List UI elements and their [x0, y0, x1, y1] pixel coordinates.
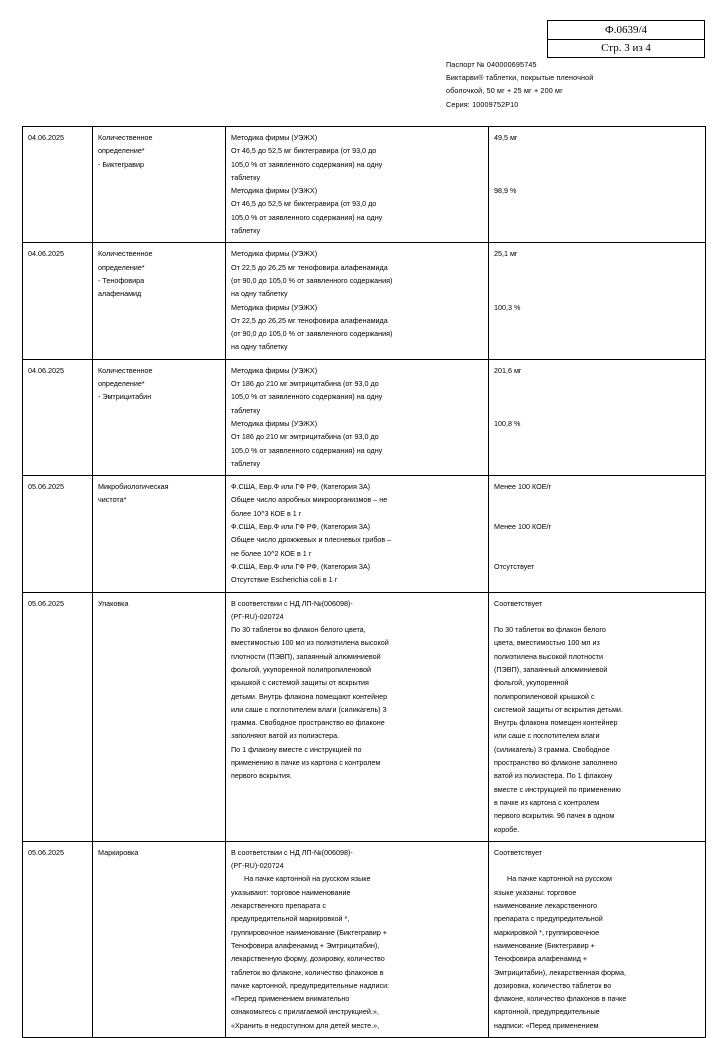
spacer: [494, 144, 700, 157]
cell-parameter: Упаковка: [92, 591, 226, 842]
table-row: 04.06.2025 Количественное определение* -…: [22, 125, 706, 244]
cell-date: 04.06.2025: [22, 242, 93, 360]
method-block-1: Методика фирмы (УЭЖХ) От 46,5 до 52,5 мг…: [231, 133, 383, 182]
spacer: [494, 390, 700, 403]
cell-result: 49,5 мг 98,9 %: [488, 125, 706, 244]
passport-header: Паспорт № 040000695745 Биктарви® таблетк…: [446, 58, 716, 111]
cell-method: Методика фирмы (УЭЖХ) От 22,5 до 26,25 м…: [225, 242, 489, 360]
cell-method: В соответствии с НД ЛП-№(006098)- (РГ-RU…: [225, 591, 489, 842]
cell-result: Соответствует На пачке картонной на русс…: [488, 840, 706, 1038]
spacer: [494, 533, 700, 546]
table-row: 04.06.2025 Количественное определение* -…: [22, 358, 706, 477]
date-value: 05.06.2025: [28, 598, 64, 608]
table-row-marking: 05.06.2025 Маркировка В соответствии с Н…: [22, 840, 706, 1038]
page-number: Стр. 3 из 4: [601, 42, 651, 55]
result-value-1: 201,6 мг: [494, 365, 522, 375]
spacer: [494, 493, 700, 506]
cell-date: 05.06.2025: [22, 591, 93, 842]
result-value-2: 100,8 %: [494, 418, 521, 428]
method-description: По 30 таблеток во флакон белого цвета, в…: [231, 625, 389, 781]
cell-date: 05.06.2025: [22, 475, 93, 593]
method-block-2: Ф.США, Евр.Ф или ГФ РФ, (Категория 3А) О…: [231, 522, 392, 558]
parameter-name: Количественное определение* - Тенофовира…: [98, 249, 153, 299]
result-value-1: 25,1 мг: [494, 249, 518, 259]
method-reference: В соответствии с НД ЛП-№(006098)- (РГ-RU…: [231, 598, 353, 621]
table-row-microbiological-purity: 05.06.2025 Микробиологическая чистота* Ф…: [22, 475, 706, 593]
result-heading: Соответствует: [494, 847, 543, 857]
spacer: [494, 287, 700, 300]
cell-method: Методика фирмы (УЭЖХ) От 186 до 210 мг э…: [225, 358, 489, 477]
result-value-2: 100,3 %: [494, 302, 521, 312]
method-block-1: Методика фирмы (УЭЖХ) От 22,5 до 26,25 м…: [231, 249, 393, 299]
spacer: [494, 547, 700, 560]
parameter-name: Микробиологическая чистота*: [98, 482, 169, 505]
result-value-1: Менее 100 КОЕ/г: [494, 482, 552, 492]
cell-parameter: Микробиологическая чистота*: [92, 475, 226, 593]
cell-method: Ф.США, Евр.Ф или ГФ РФ, (Категория 3А) О…: [225, 475, 489, 593]
cell-method: В соответствии с НД ЛП-№(006098)- (РГ-RU…: [225, 840, 489, 1038]
cell-date: 04.06.2025: [22, 125, 93, 244]
result-value-3: Отсутствует: [494, 561, 535, 571]
date-value: 05.06.2025: [28, 847, 64, 857]
table-row: 04.06.2025 Количественное определение* -…: [22, 242, 706, 360]
method-description: На пачке картонной на русском языке указ…: [231, 874, 390, 1030]
form-number: Ф.0639/4: [548, 21, 704, 40]
result-value-1: 49,5 мг: [494, 133, 518, 142]
date-value: 05.06.2025: [28, 482, 64, 492]
cell-result: Менее 100 КОЕ/г Менее 100 КОЕ/г Отсутств…: [488, 475, 706, 593]
spacer: [494, 171, 700, 184]
parameter-name: Упаковка: [98, 598, 129, 608]
cell-date: 04.06.2025: [22, 358, 93, 477]
spacer: [494, 610, 700, 623]
passport-number: Паспорт № 040000695745: [446, 60, 537, 69]
series-number: Серия: 10009752Р10: [446, 99, 519, 109]
result-value-2: 98,9 %: [494, 186, 517, 196]
result-description: На пачке картонной на русском языке указ…: [494, 874, 627, 1030]
cell-date: 05.06.2025: [22, 840, 93, 1038]
method-block-1: Методика фирмы (УЭЖХ) От 186 до 210 мг э…: [231, 365, 383, 415]
product-name-line-1: Биктарви® таблетки, покрытые пленочной: [446, 73, 594, 83]
parameter-name: Количественное определение* - Эмтрицитаб…: [98, 365, 153, 402]
product-name-line-2: оболочкой, 50 мг + 25 мг + 200 мг: [446, 86, 563, 96]
cell-parameter: Количественное определение* - Биктеграви…: [92, 125, 226, 244]
cell-result: Соответствует По 30 таблеток во флакон б…: [488, 591, 706, 842]
date-value: 04.06.2025: [28, 365, 64, 375]
result-heading: Соответствует: [494, 598, 543, 608]
spacer: [494, 261, 700, 274]
method-block-2: Методика фирмы (УЭЖХ) От 46,5 до 52,5 мг…: [231, 186, 383, 236]
cell-result: 25,1 мг 100,3 %: [488, 242, 706, 360]
date-value: 04.06.2025: [28, 133, 64, 142]
spacer: [494, 377, 700, 390]
spacer: [494, 274, 700, 287]
date-value: 04.06.2025: [28, 249, 64, 259]
cell-parameter: Количественное определение* - Эмтрицитаб…: [92, 358, 226, 477]
spacer: [494, 507, 700, 520]
spacer: [494, 859, 700, 872]
result-description: По 30 таблеток во флакон белого цвета, в…: [494, 625, 623, 834]
method-block-2: Методика фирмы (УЭЖХ) От 22,5 до 26,25 м…: [231, 302, 393, 352]
cell-result: 201,6 мг 100,8 %: [488, 358, 706, 477]
parameter-name: Количественное определение* - Биктеграви…: [98, 133, 153, 169]
form-number-box: Ф.0639/4 Стр. 3 из 4: [547, 20, 705, 59]
quality-control-table: 04.06.2025 Количественное определение* -…: [22, 125, 706, 1038]
spacer: [494, 158, 700, 171]
spacer: [494, 404, 700, 417]
method-block-2: Методика фирмы (УЭЖХ) От 186 до 210 мг э…: [231, 418, 383, 468]
table-row-packaging: 05.06.2025 Упаковка В соответствии с НД …: [22, 591, 706, 842]
cell-method: Методика фирмы (УЭЖХ) От 46,5 до 52,5 мг…: [225, 125, 489, 244]
method-block-1: Ф.США, Евр.Ф или ГФ РФ, (Категория 3А) О…: [231, 482, 388, 518]
cell-parameter: Маркировка: [92, 840, 226, 1038]
method-block-3: Ф.США, Евр.Ф или ГФ РФ, (Категория 3А) О…: [231, 561, 371, 585]
cell-parameter: Количественное определение* - Тенофовира…: [92, 242, 226, 360]
parameter-name: Маркировка: [98, 847, 139, 857]
method-reference: В соответствии с НД ЛП-№(006098)- (РГ-RU…: [231, 847, 353, 871]
result-value-2: Менее 100 КОЕ/г: [494, 522, 552, 532]
